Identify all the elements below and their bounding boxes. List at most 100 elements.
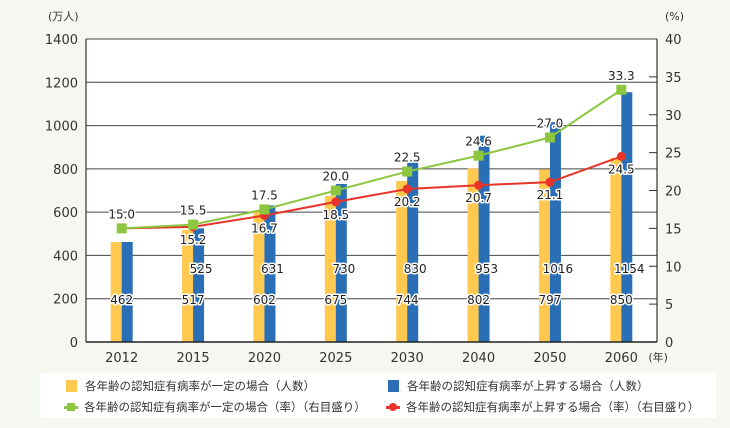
bar (264, 205, 276, 342)
y-left-tick-label: 1400 (45, 33, 78, 48)
bar (478, 135, 490, 342)
legend-swatch-red-circle-line-icon (386, 401, 400, 413)
y-left-tick-label: 1000 (45, 120, 78, 135)
bar (324, 195, 336, 342)
bar-value-label: 850 (610, 293, 633, 307)
bar-value-label: 953 (475, 262, 498, 276)
bar (538, 169, 550, 342)
legend-label: 各年齢の認知症有病率が一定の場合（率）（右目盛り） (84, 400, 366, 414)
bar-value-label: 462 (110, 293, 133, 307)
y-left-tick-label: 600 (53, 206, 78, 221)
y-left-tick-label: 1200 (45, 76, 78, 91)
legend-swatch-green-square-line-icon (64, 401, 78, 413)
legend-swatch-blue-square-icon (388, 380, 399, 392)
rate-label-rising: 18.5 (322, 208, 349, 222)
bar-value-label: 525 (190, 262, 213, 276)
bar (121, 242, 133, 342)
line-marker-square (116, 223, 127, 234)
bar-value-label: 1016 (543, 262, 574, 276)
y-right-tick-label: 25 (665, 147, 682, 162)
rate-label-rising: 16.7 (251, 221, 278, 235)
y-right-tick-label: 40 (665, 33, 682, 48)
line-marker-circle (331, 197, 341, 207)
bar-value-label: 602 (253, 293, 276, 307)
x-tick-label: 2040 (462, 351, 495, 366)
legend-item-constant-rate: 各年齢の認知症有病率が一定の場合（率）（右目盛り） (64, 399, 366, 415)
series-line (121, 88, 622, 230)
bar (467, 168, 479, 342)
bar (621, 92, 633, 343)
plot-area (86, 39, 657, 342)
bar (407, 162, 419, 342)
bar-value-label: 675 (324, 293, 347, 307)
x-tick-label: 2020 (248, 351, 281, 366)
rate-label-rising: 15.2 (180, 233, 207, 247)
line-marker-square (402, 166, 413, 177)
rate-label-constant: 24.6 (465, 135, 492, 149)
legend-label: 各年齢の認知症有病率が上昇する場合（人数） (407, 379, 649, 393)
rate-label-constant: 17.5 (251, 188, 278, 202)
line-marker-circle (545, 177, 555, 187)
x-tick-label: 2060 (605, 351, 638, 366)
legend-item-constant-count: 各年齢の認知症有病率が一定の場合（人数） (66, 378, 315, 394)
bar (549, 122, 561, 342)
rate-label-constant: 15.0 (108, 207, 135, 221)
y-right-tick-label: 35 (665, 71, 682, 86)
bar-value-label: 797 (538, 293, 561, 307)
legend-item-rising-rate: 各年齢の認知症有病率が上昇する場合（率）（右目盛り） (386, 399, 699, 415)
legend: 各年齢の認知症有病率が一定の場合（人数） 各年齢の認知症有病率が上昇する場合（人… (40, 373, 716, 418)
rate-label-constant: 15.5 (180, 204, 207, 218)
x-tick-label: 2015 (177, 351, 210, 366)
y-left-tick-label: 400 (53, 249, 78, 264)
bar-value-label: 744 (396, 293, 419, 307)
x-tick-label: 2030 (391, 351, 424, 366)
rate-label-constant: 33.3 (608, 69, 635, 83)
bar-value-label: 1154 (614, 262, 645, 276)
rate-label-rising: 21.1 (537, 188, 564, 202)
rate-label-constant: 22.5 (394, 151, 421, 165)
y-right-tick-label: 5 (665, 298, 673, 313)
rate-label-rising: 20.7 (465, 191, 492, 205)
legend-label: 各年齢の認知症有病率が上昇する場合（率）（右目盛り） (406, 400, 700, 414)
x-unit-label: (年) (648, 350, 668, 364)
line-marker-circle (402, 184, 412, 194)
bar-value-label: 631 (261, 262, 284, 276)
bar (610, 158, 622, 342)
bar (396, 180, 408, 342)
y-left-axis-label: (万人) (48, 10, 79, 23)
bar-value-label: 517 (182, 293, 205, 307)
y-right-tick-label: 10 (665, 260, 682, 275)
rate-label-rising: 24.5 (608, 162, 635, 176)
line-marker-square (473, 150, 484, 161)
x-tick-label: 2012 (105, 351, 138, 366)
y-right-tick-label: 20 (665, 185, 682, 200)
x-tick-label: 2050 (533, 351, 566, 366)
x-tick-label: 2025 (319, 351, 352, 366)
bar (182, 230, 194, 342)
bar (335, 184, 347, 342)
legend-item-rising-count: 各年齢の認知症有病率が上昇する場合（人数） (388, 378, 649, 394)
bar-value-label: 802 (467, 293, 490, 307)
series-line (121, 155, 622, 230)
y-right-tick-label: 30 (665, 109, 682, 124)
line-marker-square (330, 185, 341, 196)
y-right-tick-label: 0 (665, 336, 673, 351)
y-left-tick-label: 800 (53, 163, 78, 178)
line-marker-circle (616, 151, 626, 161)
line-marker-circle (474, 180, 484, 190)
bar-value-label: 830 (404, 262, 427, 276)
line-marker-square (544, 132, 555, 143)
line-marker-square (259, 204, 270, 215)
y-right-tick-label: 15 (665, 222, 682, 237)
y-right-axis-label: (%) (665, 10, 684, 23)
rate-label-constant: 20.0 (322, 170, 349, 184)
line-marker-square (616, 84, 627, 95)
bar (193, 228, 205, 342)
bar-value-label: 730 (332, 262, 355, 276)
legend-swatch-yellow-square-icon (66, 380, 77, 392)
y-left-tick-label: 0 (70, 336, 78, 351)
line-marker-square (188, 219, 199, 230)
rate-label-constant: 27.0 (537, 116, 564, 130)
bar (253, 211, 265, 342)
